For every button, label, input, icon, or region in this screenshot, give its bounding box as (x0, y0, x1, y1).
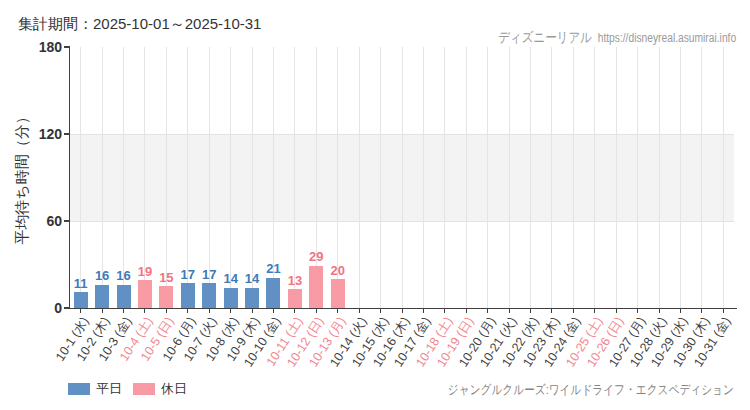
x-tick (616, 308, 617, 313)
y-tick (64, 220, 70, 222)
x-tick (487, 308, 488, 313)
gridline (616, 47, 617, 308)
x-tick (123, 308, 124, 313)
x-tick (680, 308, 681, 313)
gridline (380, 47, 381, 308)
y-axis-line (69, 46, 70, 309)
legend-weekday-label: 平日 (96, 380, 122, 398)
x-tick (166, 308, 167, 313)
gridline (573, 47, 574, 308)
x-tick (187, 308, 188, 313)
bar-value-label: 20 (318, 263, 358, 278)
watermark: ディズニーリアル https://disneyreal.asumirai.inf… (498, 29, 736, 47)
x-tick (551, 308, 552, 313)
bar (224, 288, 238, 308)
site-name: ディズニーリアル (498, 29, 592, 47)
y-tick-label: 120 (22, 126, 62, 142)
y-tick-label: 0 (22, 300, 62, 316)
x-tick (80, 308, 81, 313)
legend-holiday-label: 休日 (161, 380, 187, 398)
legend-item-holiday: 休日 (133, 380, 187, 398)
site-url: https://disneyreal.asumirai.info (598, 31, 736, 45)
gridline (551, 47, 552, 308)
x-tick (402, 308, 403, 313)
y-tick-label: 60 (22, 213, 62, 229)
gridline (359, 47, 360, 308)
gridline-h (70, 134, 734, 135)
attraction-name: ジャングルクルーズ:ワイルドライフ・エクスペディション (448, 381, 734, 399)
x-tick (102, 308, 103, 313)
gridline (680, 47, 681, 308)
x-tick (723, 308, 724, 313)
gridline (402, 47, 403, 308)
y-tick-label: 180 (22, 39, 62, 55)
x-tick (701, 308, 702, 313)
x-tick (209, 308, 210, 313)
gridline (487, 47, 488, 308)
bar (117, 285, 131, 308)
gridline (701, 47, 702, 308)
x-tick (359, 308, 360, 313)
gridline-h (70, 221, 734, 222)
x-tick (252, 308, 253, 313)
x-tick (380, 308, 381, 313)
holiday-swatch (133, 383, 155, 395)
x-tick (466, 308, 467, 313)
gridline (594, 47, 595, 308)
bar (288, 289, 302, 308)
gridline (659, 47, 660, 308)
x-tick (273, 308, 274, 313)
y-tick (64, 46, 70, 48)
bar (331, 279, 345, 308)
x-tick (423, 308, 424, 313)
gridline (294, 47, 295, 308)
gridline (723, 47, 724, 308)
gridline (423, 47, 424, 308)
bar (159, 286, 173, 308)
gridline (509, 47, 510, 308)
x-tick (337, 308, 338, 313)
report-period: 集計期間：2025-10-01～2025-10-31 (18, 15, 261, 34)
legend: 平日 休日 (68, 380, 198, 398)
bar (181, 283, 195, 308)
x-tick (230, 308, 231, 313)
gridline (637, 47, 638, 308)
gridline (466, 47, 467, 308)
y-tick (64, 307, 70, 309)
x-tick (509, 308, 510, 313)
gridline (80, 47, 81, 308)
x-tick (573, 308, 574, 313)
x-tick (659, 308, 660, 313)
x-tick (530, 308, 531, 313)
weekday-swatch (68, 383, 90, 395)
bar (245, 288, 259, 308)
x-tick (594, 308, 595, 313)
x-tick (316, 308, 317, 313)
x-tick (637, 308, 638, 313)
gridline (530, 47, 531, 308)
x-tick (444, 308, 445, 313)
y-tick (64, 133, 70, 135)
x-tick (294, 308, 295, 313)
bar (202, 283, 216, 308)
gridline (230, 47, 231, 308)
gridline (444, 47, 445, 308)
bar (74, 292, 88, 308)
bar (95, 285, 109, 308)
x-tick (144, 308, 145, 313)
legend-item-weekday: 平日 (68, 380, 122, 398)
